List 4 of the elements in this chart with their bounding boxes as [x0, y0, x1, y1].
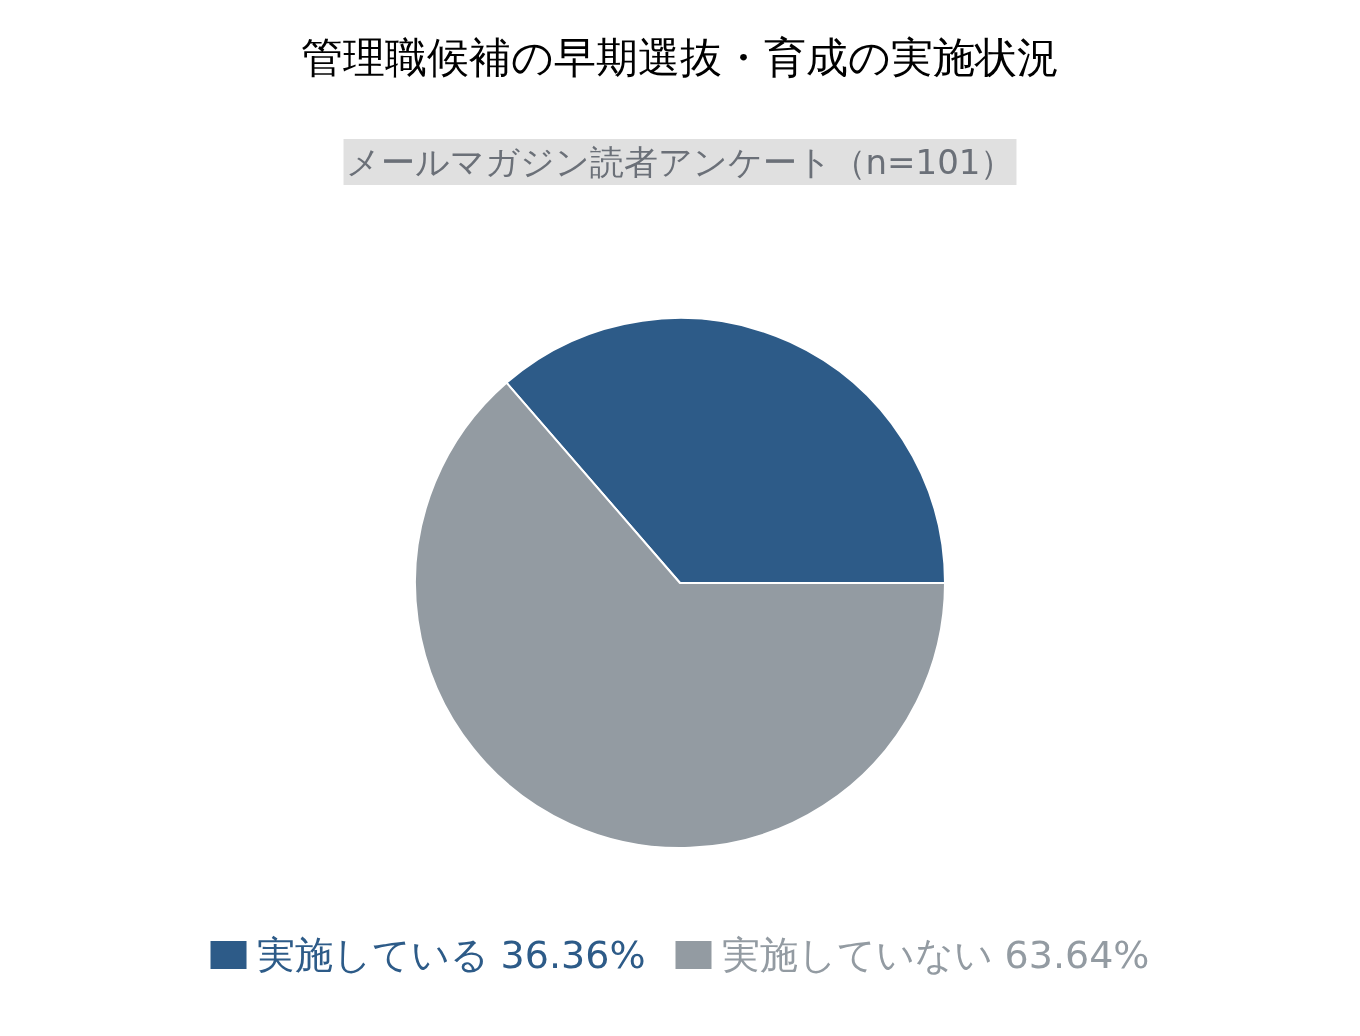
legend-label: 実施していない 63.64%: [721, 933, 1150, 977]
chart-subtitle: メールマガジン読者アンケート（n=101）: [345, 142, 1015, 182]
legend-label: 実施している 36.36%: [256, 933, 646, 977]
chart-title: 管理職候補の早期選抜・育成の実施状況: [301, 33, 1059, 82]
